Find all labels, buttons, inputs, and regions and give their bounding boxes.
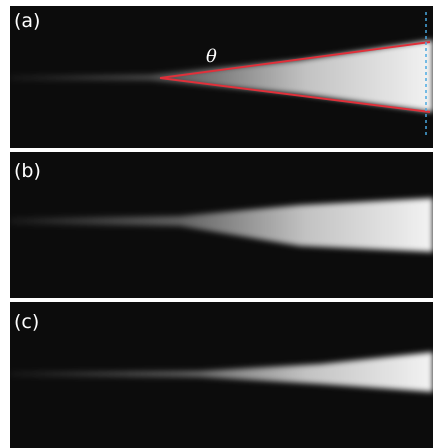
panel-a: (a) θ	[10, 6, 433, 148]
figure: (a) θ (b) (c)	[0, 0, 433, 448]
angle-label: θ	[206, 46, 217, 67]
panel-b: (b)	[10, 152, 433, 298]
panel-label: (c)	[14, 311, 39, 333]
panel-c: (c)	[10, 302, 433, 448]
panel-label: (b)	[14, 160, 41, 182]
panel-label: (a)	[14, 10, 40, 32]
